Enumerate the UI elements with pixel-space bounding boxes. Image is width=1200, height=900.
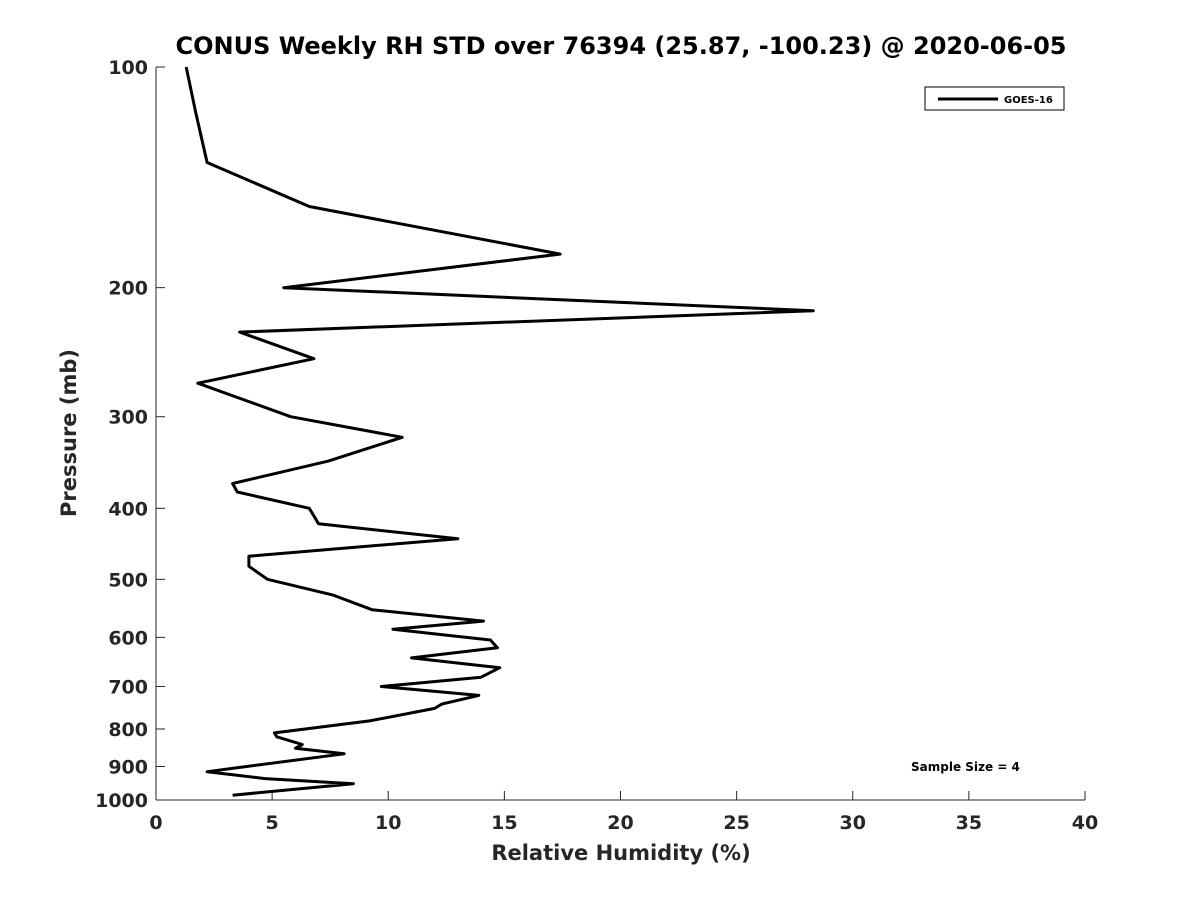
chart-title: CONUS Weekly RH STD over 76394 (25.87, -… [175, 32, 1066, 60]
legend-label-goes-16: GOES-16 [1004, 95, 1053, 106]
x-axis-label: Relative Humidity (%) [491, 841, 750, 865]
y-tick-label: 900 [108, 756, 148, 778]
y-tick-label: 600 [108, 627, 148, 649]
x-tick-label: 25 [723, 812, 749, 834]
x-tick-label: 40 [1072, 812, 1098, 834]
y-tick-label: 800 [108, 719, 148, 741]
x-tick-label: 5 [266, 812, 279, 834]
y-axis-label: Pressure (mb) [57, 349, 81, 517]
x-tick-label: 30 [840, 812, 866, 834]
y-tick-label: 1000 [95, 790, 148, 812]
y-axis-ticks: 100 200 300 400 500 600 700 800 900 1000 [95, 57, 165, 812]
legend: GOES-16 [924, 86, 1065, 111]
sample-size-annotation: Sample Size = 4 [911, 760, 1020, 774]
y-tick-label: 500 [108, 569, 148, 591]
x-tick-label: 20 [607, 812, 633, 834]
y-tick-label: 400 [108, 498, 148, 520]
y-tick-label: 200 [108, 278, 148, 300]
x-tick-label: 15 [491, 812, 517, 834]
x-tick-label: 35 [956, 812, 982, 834]
y-tick-label: 300 [108, 407, 148, 429]
y-tick-label: 100 [108, 57, 148, 79]
x-tick-label: 10 [375, 812, 401, 834]
y-tick-label: 700 [108, 676, 148, 698]
x-tick-label: 0 [149, 812, 162, 834]
x-axis-ticks: 0 5 10 15 20 25 30 35 40 [149, 791, 1098, 834]
series-line-goes-16 [184, 66, 815, 797]
